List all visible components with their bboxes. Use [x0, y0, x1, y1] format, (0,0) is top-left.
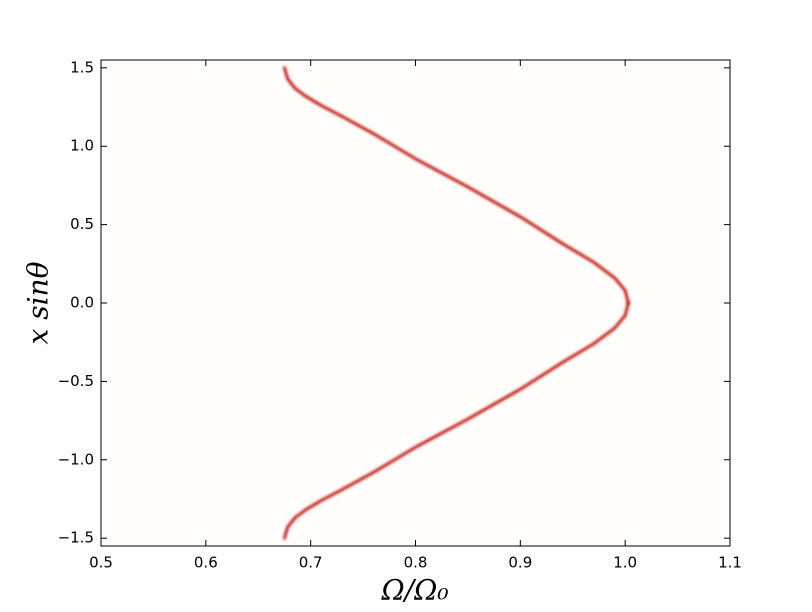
y-axis-label: x sinθ [22, 261, 55, 344]
plot-area [101, 60, 730, 546]
x-tick-label: 0.9 [508, 554, 532, 572]
x-tick-label: 0.5 [89, 554, 113, 572]
y-tick-label: −0.5 [58, 372, 94, 390]
series-line [282, 66, 630, 305]
x-tick-label: 1.0 [613, 554, 637, 572]
y-tick-label: 1.0 [70, 137, 94, 155]
x-tick-label: 0.6 [194, 554, 218, 572]
x-tick-label: 1.1 [718, 554, 742, 572]
x-tick-label: 0.8 [404, 554, 428, 572]
x-tick-label: 0.7 [299, 554, 323, 572]
y-tick-label: 1.5 [70, 58, 94, 76]
y-tick-label: −1.5 [58, 529, 94, 547]
x-axis-label: Ω/Ω₀ [380, 574, 448, 607]
series-line [282, 301, 630, 540]
y-tick-label: 0.0 [70, 294, 94, 312]
y-tick-label: −1.0 [58, 450, 94, 468]
y-tick-label: 0.5 [70, 215, 94, 233]
